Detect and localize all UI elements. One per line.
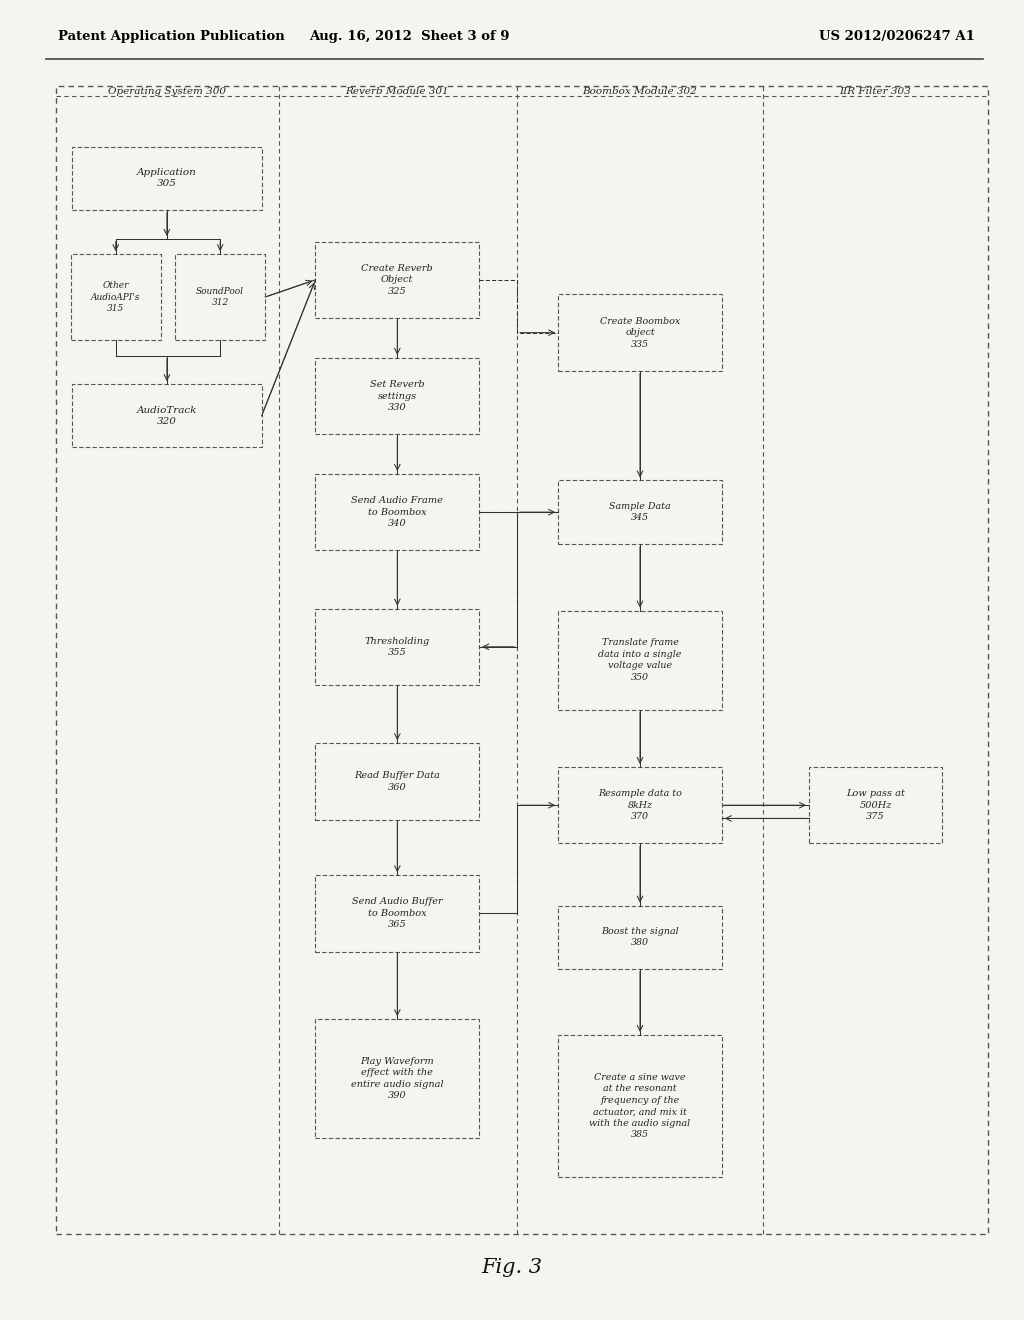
Bar (558, 767, 722, 843)
Bar (315, 1019, 479, 1138)
Text: Resample data to
8kHz
370: Resample data to 8kHz 370 (598, 789, 682, 821)
Text: Operating System 300: Operating System 300 (108, 87, 226, 95)
Text: IIR Filter 303: IIR Filter 303 (840, 87, 911, 95)
Bar (315, 875, 479, 952)
Text: Aug. 16, 2012  Sheet 3 of 9: Aug. 16, 2012 Sheet 3 of 9 (309, 30, 510, 44)
Text: Thresholding
355: Thresholding 355 (365, 636, 430, 657)
Text: Other
AudioAPI's
315: Other AudioAPI's 315 (91, 281, 140, 313)
Bar (72, 147, 262, 210)
Text: Sample Data
345: Sample Data 345 (609, 502, 671, 523)
Text: Fig. 3: Fig. 3 (481, 1258, 543, 1276)
Text: Boost the signal
380: Boost the signal 380 (601, 927, 679, 948)
Text: Send Audio Buffer
to Boombox
365: Send Audio Buffer to Boombox 365 (352, 898, 442, 929)
Bar (315, 474, 479, 550)
Text: Low pass at
500Hz
375: Low pass at 500Hz 375 (846, 789, 905, 821)
Text: Create a sine wave
at the resonant
frequency of the
actuator, and mix it
with th: Create a sine wave at the resonant frequ… (590, 1073, 690, 1139)
Bar (558, 610, 722, 710)
Text: Application
305: Application 305 (137, 168, 197, 189)
Text: Play Waveform
effect with the
entire audio signal
390: Play Waveform effect with the entire aud… (351, 1057, 443, 1100)
Bar (56, 86, 988, 1234)
Bar (315, 609, 479, 685)
Text: Patent Application Publication: Patent Application Publication (58, 30, 285, 44)
Text: US 2012/0206247 A1: US 2012/0206247 A1 (819, 30, 975, 44)
Bar (558, 906, 722, 969)
Text: Send Audio Frame
to Boombox
340: Send Audio Frame to Boombox 340 (351, 496, 443, 528)
Bar (315, 743, 479, 820)
Bar (809, 767, 942, 843)
Bar (558, 1035, 722, 1177)
Text: Create Boombox
object
335: Create Boombox object 335 (600, 317, 680, 348)
Text: Reverb Module 301: Reverb Module 301 (345, 87, 450, 95)
Bar (315, 242, 479, 318)
Text: Translate frame
data into a single
voltage value
350: Translate frame data into a single volta… (598, 639, 682, 681)
Text: Create Reverb
Object
325: Create Reverb Object 325 (361, 264, 433, 296)
Bar (558, 480, 722, 544)
Bar (558, 294, 722, 371)
Bar (72, 384, 262, 447)
Text: Set Reverb
settings
330: Set Reverb settings 330 (370, 380, 425, 412)
Text: Read Buffer Data
360: Read Buffer Data 360 (354, 771, 440, 792)
Bar (71, 253, 161, 339)
Text: SoundPool
312: SoundPool 312 (197, 286, 244, 308)
Bar (315, 358, 479, 434)
Text: Boombox Module 302: Boombox Module 302 (583, 87, 697, 95)
Text: AudioTrack
320: AudioTrack 320 (137, 405, 197, 426)
Bar (175, 253, 265, 339)
